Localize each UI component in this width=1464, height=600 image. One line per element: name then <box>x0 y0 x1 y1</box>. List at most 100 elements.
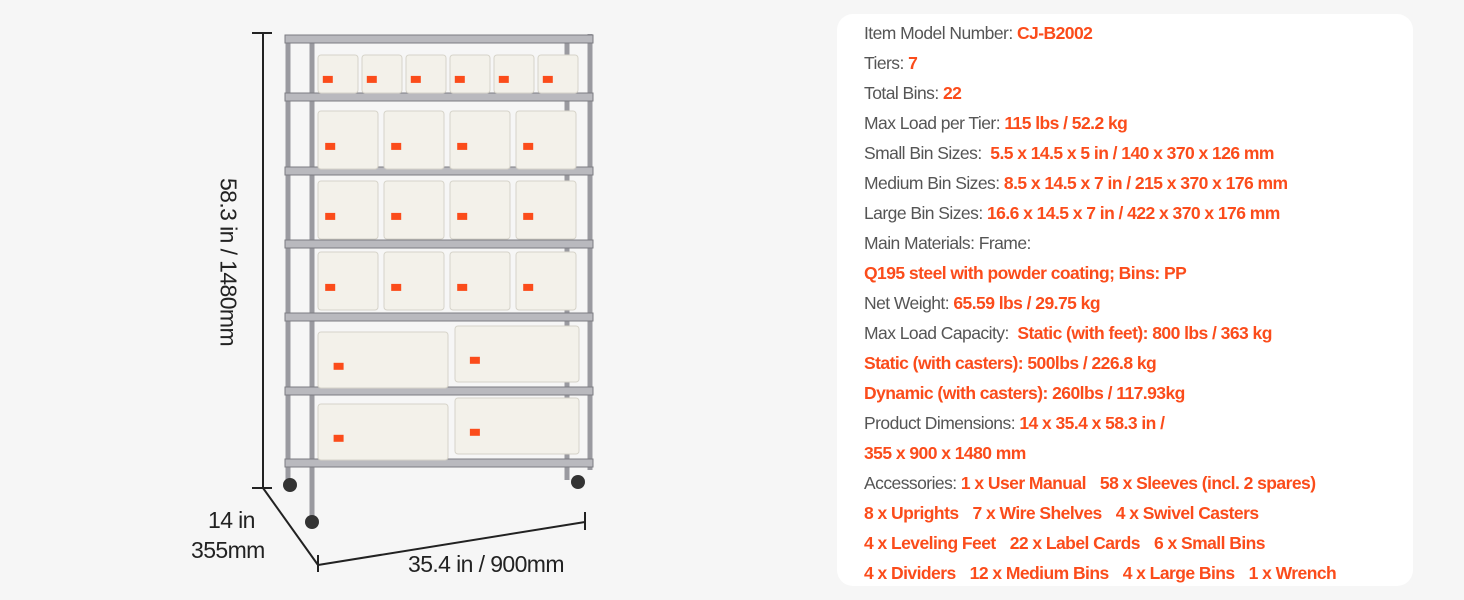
storage-bin <box>454 325 580 383</box>
spec-label: Large Bin Sizes: <box>864 203 987 223</box>
bin-label-card <box>457 212 468 220</box>
bin-label-card <box>469 356 480 364</box>
spec-value: 8.5 x 14.5 x 7 in / 215 x 370 x 176 mm <box>1003 173 1288 193</box>
bin-label-card <box>325 212 336 220</box>
spec-label: Max Load per Tier: <box>864 113 1005 133</box>
storage-bin <box>449 110 511 170</box>
storage-bin <box>537 54 579 94</box>
caster-wheel <box>305 515 319 529</box>
bin-label-card <box>391 283 402 291</box>
spec-label: Total Bins: <box>864 83 943 103</box>
accessory-item: 12 x Medium Bins <box>969 563 1110 583</box>
bin-label-card <box>325 142 336 150</box>
storage-bin <box>361 54 403 94</box>
storage-bin <box>449 251 511 311</box>
spec-row: Item Model Number: CJ-B2002 <box>864 18 1336 48</box>
storage-bin <box>317 110 379 170</box>
bin-label-card <box>410 75 421 83</box>
accessories-row: Accessories: 1 x User Manual 58 x Sleeves… <box>864 468 1336 498</box>
spec-value: Static (with casters): 500lbs / 226.8 kg <box>864 353 1157 373</box>
spec-row: Small Bin Sizes: 5.5 x 14.5 x 5 in / 140… <box>864 138 1336 168</box>
bin-label-card <box>457 283 468 291</box>
bin-label-card <box>391 142 402 150</box>
spec-label: Max Load Capacity: <box>864 323 1018 343</box>
accessory-item: 4 x Swivel Casters <box>1115 503 1259 523</box>
accessory-item: 1 x Wrench <box>1248 563 1337 583</box>
spec-row: Dynamic (with casters): 260lbs / 117.93k… <box>864 378 1336 408</box>
accessories-row: 8 x Uprights 7 x Wire Shelves 4 x Swivel C… <box>864 498 1336 528</box>
spec-row: Large Bin Sizes: 16.6 x 14.5 x 7 in / 42… <box>864 198 1336 228</box>
accessory-item: 6 x Small Bins <box>1153 533 1266 553</box>
accessories-row: 4 x Leveling Feet 22 x Label Cards 6 x Sma… <box>864 528 1336 558</box>
spec-value: 22 <box>943 83 962 103</box>
specifications-panel: Item Model Number: CJ-B2002 Tiers: 7 Total… <box>837 14 1413 586</box>
bin-label-card <box>469 428 480 436</box>
storage-bin <box>317 54 359 94</box>
accessory-item: 4 x Leveling Feet <box>864 533 996 553</box>
accessory-item: 58 x Sleeves (incl. 2 spares) <box>1099 473 1316 493</box>
bin-label-card <box>366 75 377 83</box>
storage-bin <box>515 180 577 240</box>
spec-value: 16.6 x 14.5 x 7 in / 422 x 370 x 176 mm <box>986 203 1280 223</box>
storage-bin <box>383 180 445 240</box>
width-dimension-label: 35.4 in / 900mm <box>408 551 565 577</box>
spec-value: 65.59 lbs / 29.75 kg <box>953 293 1100 313</box>
storage-bin <box>515 110 577 170</box>
spec-value: 14 x 35.4 x 58.3 in / <box>1019 413 1165 433</box>
spec-row: Q195 steel with powder coating; Bins: PP <box>864 258 1336 288</box>
accessories-label: Accessories: <box>864 473 961 493</box>
bin-label-card <box>542 75 553 83</box>
spec-row: Net Weight: 65.59 lbs / 29.75 kg <box>864 288 1336 318</box>
bin-label-card <box>498 75 509 83</box>
spec-row: Max Load per Tier: 115 lbs / 52.2 kg <box>864 108 1336 138</box>
wire-shelf <box>284 312 594 322</box>
spec-row: Total Bins: 22 <box>864 78 1336 108</box>
storage-bin <box>454 397 580 455</box>
accessory-item: 7 x Wire Shelves <box>972 503 1103 523</box>
spec-value: 355 x 900 x 1480 mm <box>864 443 1026 463</box>
width-dimension-line <box>317 521 586 566</box>
accessory-item: 4 x Large Bins <box>1122 563 1235 583</box>
spec-row: Static (with casters): 500lbs / 226.8 kg <box>864 348 1336 378</box>
spec-label: Main Materials: Frame: <box>864 233 1031 253</box>
bin-label-card <box>391 212 402 220</box>
storage-bin <box>317 180 379 240</box>
wire-shelf <box>284 34 594 44</box>
bin-label-card <box>523 212 534 220</box>
accessory-item: 22 x Label Cards <box>1009 533 1141 553</box>
spec-list: Item Model Number: CJ-B2002 Tiers: 7 Total… <box>864 18 1337 588</box>
wire-shelf <box>284 239 594 249</box>
wire-shelf <box>284 92 594 102</box>
spec-value: CJ-B2002 <box>1016 23 1093 43</box>
caster-wheel <box>571 475 585 489</box>
spec-label: Product Dimensions: <box>864 413 1020 433</box>
spec-value: Static (with feet): 800 lbs / 363 kg <box>1017 323 1272 343</box>
depth-dimension-mm-label: 355mm <box>191 537 265 563</box>
storage-bin <box>449 180 511 240</box>
spec-value: 5.5 x 14.5 x 5 in / 140 x 370 x 126 mm <box>990 143 1274 163</box>
accessory-item: 8 x Uprights <box>864 503 959 523</box>
spec-row: Medium Bin Sizes: 8.5 x 14.5 x 7 in / 21… <box>864 168 1336 198</box>
spec-row: Main Materials: Frame: <box>864 228 1336 258</box>
storage-bin <box>383 110 445 170</box>
accessory-item: 4 x Dividers <box>864 563 956 583</box>
bin-label-card <box>523 142 534 150</box>
bin-label-card <box>523 283 534 291</box>
storage-bin <box>515 251 577 311</box>
spec-label: Item Model Number: <box>864 23 1017 43</box>
spec-row: 355 x 900 x 1480 mm <box>864 438 1336 468</box>
accessories-row: 4 x Dividers 12 x Medium Bins 4 x Large Bi… <box>864 558 1337 588</box>
bin-label-card <box>454 75 465 83</box>
storage-bin <box>317 251 379 311</box>
height-dimension-label: 58.3 in / 1480mm <box>215 177 242 347</box>
bin-label-card <box>322 75 333 83</box>
storage-bin <box>449 54 491 94</box>
spec-label: Medium Bin Sizes: <box>864 173 1004 193</box>
storage-bin <box>405 54 447 94</box>
spec-row: Tiers: 7 <box>864 48 1336 78</box>
storage-bin <box>493 54 535 94</box>
storage-bin <box>317 403 449 461</box>
spec-label: Small Bin Sizes: <box>864 143 991 163</box>
spec-value: 7 <box>908 53 918 73</box>
depth-dimension-in-label: 14 in <box>208 507 255 533</box>
